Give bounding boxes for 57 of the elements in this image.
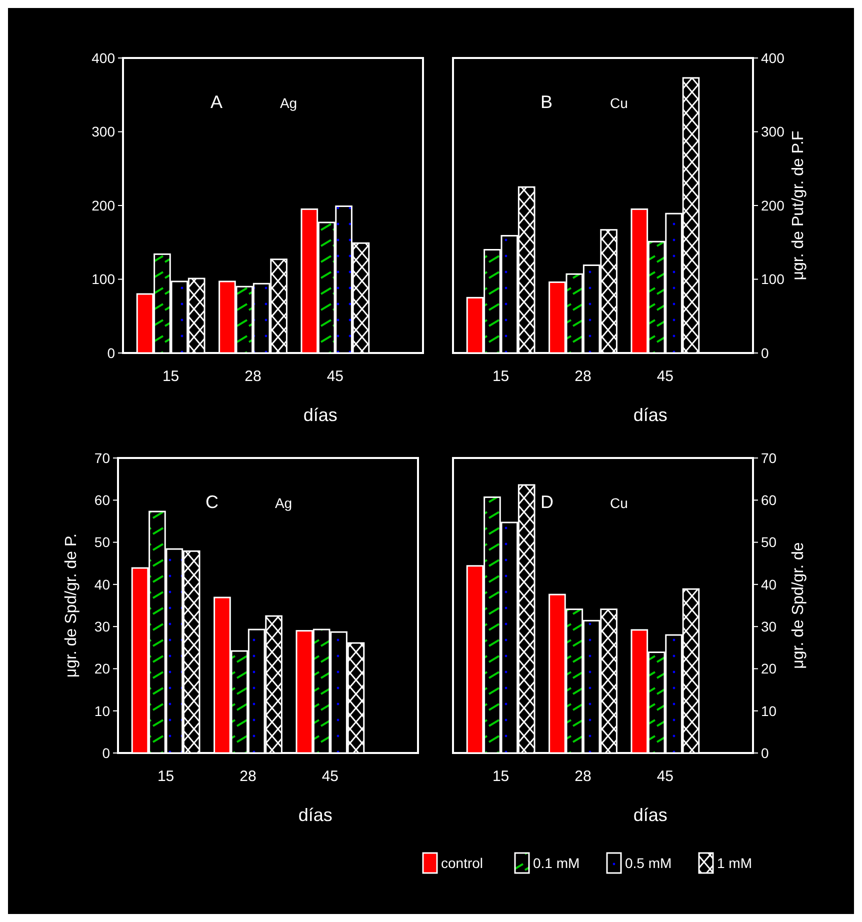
x-tick-label: 15: [492, 368, 510, 385]
x-axis-title: días: [303, 405, 338, 425]
legend-label: 0.5 mM: [625, 855, 672, 871]
y2-tick-label: 10: [761, 702, 777, 719]
annotation: Cu: [610, 495, 628, 511]
x-tick-label: 28: [244, 368, 262, 385]
y2-tick-label: 0: [761, 744, 769, 761]
x-tick-label: 45: [326, 368, 344, 385]
y2-axis-title: μgr. de Put/gr. de P.F: [790, 130, 807, 280]
legend-label: control: [441, 855, 484, 871]
y-tick-label: 50: [94, 534, 110, 550]
x-tick-label: 45: [656, 368, 674, 385]
y-tick-label: 30: [94, 618, 110, 634]
y2-axis-title: μgr. de Spd/gr. de: [790, 542, 807, 669]
y2-tick-label: 20: [761, 660, 777, 677]
y2-tick-label: 70: [761, 450, 777, 466]
y2-tick-label: 50: [761, 534, 777, 550]
y2-tick-label: 400: [761, 50, 785, 66]
x-tick-label: 45: [656, 768, 674, 785]
y-tick-label: 20: [94, 660, 110, 677]
legend-label: 1 mM: [717, 855, 752, 871]
y2-tick-label: 60: [761, 492, 777, 508]
y-tick-label: 400: [92, 50, 116, 66]
y-tick-label: 100: [92, 271, 116, 288]
y-tick-label: 70: [94, 450, 110, 466]
y2-tick-label: 30: [761, 618, 777, 634]
x-axis-title: días: [633, 805, 668, 825]
legend-label: 0.1 mM: [533, 855, 580, 871]
annotation: Ag: [280, 95, 298, 111]
x-tick-label: 15: [492, 768, 510, 785]
annotation: B: [540, 92, 553, 112]
y2-tick-label: 40: [761, 576, 777, 592]
y2-tick-label: 0: [761, 344, 769, 361]
x-tick-label: 28: [574, 368, 592, 385]
x-axis-title: días: [633, 405, 668, 425]
x-tick-label: 28: [574, 768, 592, 785]
x-tick-label: 45: [322, 768, 339, 785]
annotation: D: [540, 492, 554, 512]
y-tick-label: 0: [102, 744, 110, 761]
y-tick-label: 300: [92, 124, 116, 140]
y2-tick-label: 200: [761, 197, 785, 214]
y-tick-label: 60: [94, 492, 110, 508]
y-axis-title: μgr. de Spd/gr. de P.: [63, 533, 80, 678]
y2-tick-label: 100: [761, 271, 785, 288]
annotation: Ag: [274, 495, 292, 511]
y-tick-label: 40: [94, 576, 110, 592]
x-tick-label: 15: [162, 368, 180, 385]
x-tick-label: 15: [157, 768, 174, 785]
annotation: A: [210, 92, 223, 112]
x-axis-title: días: [298, 805, 332, 825]
y-tick-label: 200: [92, 197, 116, 214]
y-tick-label: 10: [94, 702, 110, 719]
x-tick-label: 28: [240, 768, 256, 785]
annotation: C: [206, 492, 219, 512]
y2-tick-label: 300: [761, 124, 785, 140]
annotation: Cu: [610, 95, 628, 111]
y-tick-label: 0: [107, 344, 116, 361]
